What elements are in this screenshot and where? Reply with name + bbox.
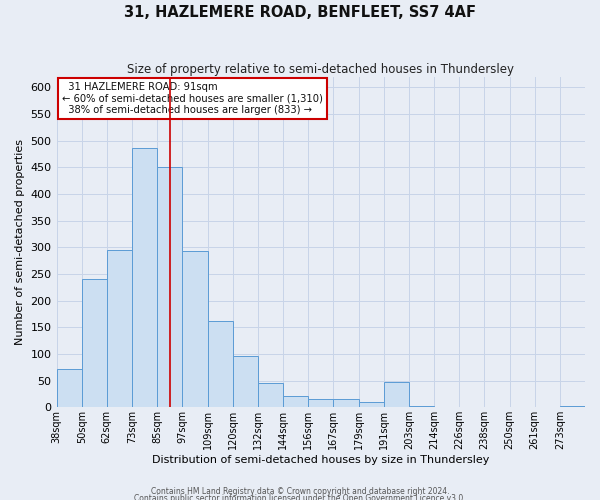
Bar (308, 399, 334, 407)
Text: Contains public sector information licensed under the Open Government Licence v3: Contains public sector information licen… (134, 494, 466, 500)
Bar (107, 250, 132, 408)
Bar (82, 280, 107, 407)
Bar (233, 356, 258, 408)
Bar (132, 148, 157, 408)
Bar (258, 383, 283, 407)
Title: Size of property relative to semi-detached houses in Thundersley: Size of property relative to semi-detach… (127, 62, 514, 76)
Bar (409, 406, 434, 407)
Bar (560, 406, 585, 407)
Bar (383, 382, 409, 407)
Bar (283, 396, 308, 407)
Y-axis label: Number of semi-detached properties: Number of semi-detached properties (15, 139, 25, 345)
X-axis label: Distribution of semi-detached houses by size in Thundersley: Distribution of semi-detached houses by … (152, 455, 490, 465)
Text: 31 HAZLEMERE ROAD: 91sqm
← 60% of semi-detached houses are smaller (1,310)
  38%: 31 HAZLEMERE ROAD: 91sqm ← 60% of semi-d… (62, 82, 323, 115)
Bar (56, 369, 82, 408)
Bar (157, 168, 182, 408)
Bar (334, 399, 359, 407)
Bar (182, 251, 208, 408)
Bar (359, 402, 383, 407)
Text: Contains HM Land Registry data © Crown copyright and database right 2024.: Contains HM Land Registry data © Crown c… (151, 487, 449, 496)
Text: 31, HAZLEMERE ROAD, BENFLEET, SS7 4AF: 31, HAZLEMERE ROAD, BENFLEET, SS7 4AF (124, 5, 476, 20)
Bar (208, 321, 233, 408)
